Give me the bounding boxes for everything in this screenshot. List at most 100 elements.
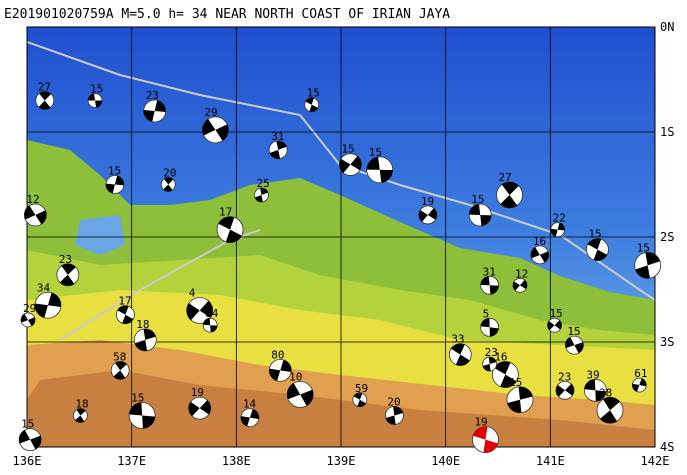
ball-quadrant <box>269 359 292 381</box>
depth-label: 14 <box>243 398 257 411</box>
x-tick-label: 138E <box>222 454 251 468</box>
depth-label: 5 <box>483 307 490 320</box>
depth-label: 15 <box>550 307 563 320</box>
ball-quadrant <box>473 426 498 453</box>
depth-label: 15 <box>131 392 144 405</box>
y-tick-label: 3S <box>660 335 674 349</box>
ball-quadrant <box>530 247 549 263</box>
ball-quadrant <box>494 361 517 388</box>
depth-label: 12 <box>515 267 528 280</box>
focal-mechanism <box>550 222 566 238</box>
ball-face <box>35 91 55 110</box>
ball-quadrant <box>500 182 519 208</box>
depth-label: 59 <box>355 382 368 395</box>
depth-label: 80 <box>271 348 284 361</box>
y-tick-label: 1S <box>660 125 674 139</box>
ball-quadrant <box>218 216 242 243</box>
focal-mechanism <box>596 396 624 424</box>
depth-label: 27 <box>38 81 51 94</box>
ball-quadrant <box>19 429 42 450</box>
depth-label: 16 <box>494 351 507 364</box>
depth-label: 39 <box>586 368 599 381</box>
focal-mechanism <box>143 99 167 123</box>
depth-label: 15 <box>341 143 354 156</box>
depth-label: 27 <box>499 171 512 184</box>
ball-quadrant <box>507 386 533 413</box>
ball-quadrant <box>202 119 229 141</box>
ball-quadrant <box>480 276 499 295</box>
ball-quadrant <box>129 402 156 429</box>
ball-quadrant <box>134 328 156 351</box>
ball-quadrant <box>587 238 608 261</box>
focal-mechanism <box>105 175 125 194</box>
ball-quadrant <box>635 252 661 279</box>
focal-mechanism <box>35 91 55 110</box>
ball-quadrant <box>88 93 103 108</box>
focal-mechanism <box>384 406 404 425</box>
focal-mechanism <box>254 187 269 203</box>
depth-label: 29 <box>23 302 36 315</box>
depth-label: 15 <box>21 418 34 431</box>
focal-mechanism <box>352 392 368 408</box>
ball-quadrant <box>480 318 499 337</box>
depth-label: 15 <box>567 325 580 338</box>
focal-mechanism <box>634 251 662 279</box>
x-tick-label: 136E <box>13 454 42 468</box>
depth-label: 31 <box>483 265 496 278</box>
ball-quadrant <box>305 97 318 112</box>
depth-label: 4 <box>189 287 196 300</box>
ball-quadrant <box>38 91 51 110</box>
depth-label: 17 <box>219 206 232 219</box>
focal-mechanism <box>472 426 499 454</box>
focal-mechanism <box>110 360 130 380</box>
depth-label: 19 <box>421 195 434 208</box>
depth-label: 15 <box>90 83 103 96</box>
focal-mechanism <box>23 203 47 227</box>
depth-label: 16 <box>533 235 546 248</box>
y-tick-label: 0N <box>660 20 674 34</box>
ball-quadrant <box>512 280 527 291</box>
ball-quadrant <box>113 361 127 380</box>
ball-quadrant <box>450 343 470 366</box>
ball-quadrant <box>34 292 61 318</box>
ball-quadrant <box>186 300 213 321</box>
focal-mechanism <box>286 381 314 408</box>
ball-quadrant <box>565 337 584 354</box>
focal-mechanism <box>586 238 609 262</box>
focal-mechanism <box>468 203 492 227</box>
ball-quadrant <box>254 188 269 202</box>
depth-label: 31 <box>271 130 284 143</box>
ball-quadrant <box>353 392 366 407</box>
depth-label: 15 <box>369 146 382 159</box>
focal-mechanism <box>240 408 260 428</box>
focal-mechanism <box>160 177 176 192</box>
depth-label: 15 <box>471 193 484 206</box>
ball-quadrant <box>555 383 574 397</box>
focal-mechanism <box>18 428 42 452</box>
ball-quadrant <box>105 175 124 194</box>
focal-mechanism <box>56 263 80 287</box>
ball-quadrant <box>469 204 492 226</box>
depth-label: 22 <box>553 212 566 225</box>
focal-mechanism <box>482 356 498 372</box>
ball-quadrant <box>287 383 314 406</box>
depth-label: 15 <box>307 87 320 100</box>
focal-mechanism <box>34 291 62 319</box>
ball-quadrant <box>59 263 76 286</box>
focal-mechanism <box>565 335 584 355</box>
ball-quadrant <box>24 205 47 225</box>
ball-quadrant <box>339 156 362 174</box>
ball-quadrant <box>117 305 134 324</box>
focal-mechanism <box>72 408 88 423</box>
ball-quadrant <box>75 408 86 423</box>
focal-mechanism <box>491 361 519 388</box>
ball-quadrant <box>269 140 287 159</box>
ball-quadrant <box>21 313 36 326</box>
depth-label: 17 <box>118 295 131 308</box>
focal-mechanism <box>201 116 229 144</box>
depth-label: 34 <box>37 281 51 294</box>
focal-mechanism <box>448 343 472 367</box>
focal-mechanism <box>547 317 562 333</box>
ball-quadrant <box>418 208 437 222</box>
